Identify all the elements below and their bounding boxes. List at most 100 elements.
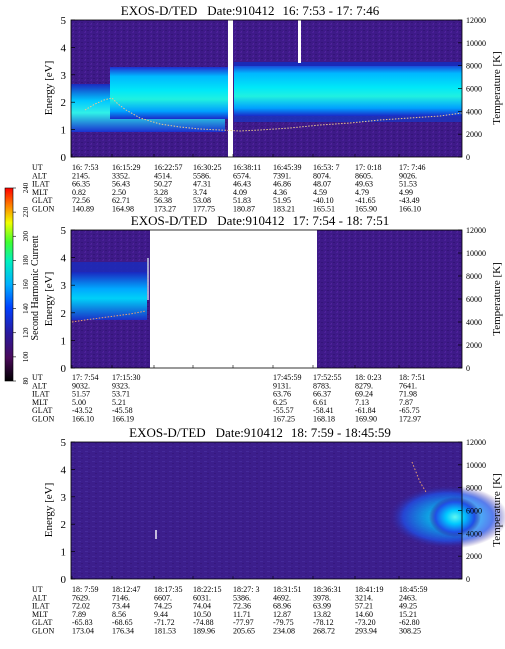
panel-3-table-cell: 4692.	[273, 593, 291, 602]
panel-3-row-label: MLT	[32, 610, 48, 619]
panel-2-table-cell: 63.76	[273, 390, 291, 399]
panel-2-table-cell: 8783.	[313, 381, 331, 390]
colorbar-tick-label: 100	[22, 351, 30, 362]
colorbar-tick-label: 240	[22, 182, 30, 193]
panel-1-table-cell: 66.35	[72, 180, 90, 189]
panel-3-table-cell: 18:45:59	[399, 585, 427, 594]
panel-1-table-cell: 16:45:39	[273, 163, 301, 172]
panel-3: EXOS-D/TED Date:910412 18: 7:59 - 18:45:59…	[32, 425, 505, 636]
panel-1-table-cell: 4.99	[399, 188, 413, 197]
panel-3-title: EXOS-D/TED Date:910412 18: 7:59 - 18:45:59	[129, 425, 391, 440]
panel-1-table-cell: 47.31	[193, 180, 211, 189]
panel-3-table-cell: 7629.	[72, 593, 90, 602]
panel-3-table-cell: 173.04	[72, 627, 94, 636]
panel-1-table-cell: 51.53	[399, 180, 417, 189]
panel-1-rtick-label: 12000	[466, 16, 486, 25]
panel-3-table-cell: 14.60	[355, 610, 373, 619]
panel-3-row-label: UT	[32, 585, 43, 594]
panel-2-rtick-label: 4000	[466, 318, 482, 327]
panel-2-table-cell: 166.19	[112, 415, 134, 424]
panel-1-table-cell: 177.75	[193, 205, 215, 214]
panel-3-table-cell: 3978.	[313, 593, 331, 602]
panel-3-table-cell: -74.88	[193, 618, 214, 627]
panel-1-table-cell: -41.65	[355, 196, 376, 205]
panel-3-table-cell: 57.21	[355, 602, 373, 611]
panel-2-table-cell: -58.41	[313, 406, 334, 415]
panel-3-orbit-table: UT 18: 7:59 18:12:47 18:17:35 18:22:15 18:27:…	[32, 585, 427, 636]
panel-2-ylabel: Energy [eV]	[43, 272, 55, 326]
panel-2-table-cell: -45.58	[112, 406, 133, 415]
panel-3-table-cell: 18:36:31	[313, 585, 341, 594]
panel-1-rtick-label: 10000	[466, 39, 486, 48]
panel-2-table-cell: 18: 7:51	[399, 373, 425, 382]
panel-2-ytick-label: 1	[61, 335, 67, 347]
panel-2-table-cell: 9131.	[273, 381, 291, 390]
panel-3-table-cell: 205.65	[233, 627, 255, 636]
panel-3-row-label: ILAT	[32, 602, 49, 611]
panel-1-table-cell: 3.28	[154, 188, 168, 197]
panel-3-table-cell: -73.20	[355, 618, 376, 627]
panel-3-ytick-label: 3	[61, 492, 67, 504]
panel-3-rtick-label: 12000	[466, 438, 486, 447]
panel-1-table-cell: 180.87	[233, 205, 255, 214]
panel-3-table-cell: 18:27: 3	[233, 585, 259, 594]
panel-1-table-cell: 16: 7:53	[72, 163, 98, 172]
panel-3-table-cell: 7.89	[72, 610, 86, 619]
panel-1-ytick-label: 5	[61, 15, 67, 27]
panel-2-row-label: MLT	[32, 398, 48, 407]
panel-2-table-cell: 7.87	[399, 398, 413, 407]
panel-1-table-cell: 16:38:11	[233, 163, 261, 172]
panel-3-table-cell: 2463.	[399, 593, 417, 602]
panel-3-table-cell: 11.71	[233, 610, 251, 619]
panel-1-table-cell: 140.89	[72, 205, 94, 214]
panel-3-table-cell: 68.96	[273, 602, 291, 611]
panel-1-table-cell: 49.63	[355, 180, 373, 189]
colorbar-label: Second Harmonic Current	[30, 235, 41, 340]
panel-1-title: EXOS-D/TED Date:910412 16: 7:53 - 17: 7:46	[121, 3, 380, 18]
panel-2-rtick-label: 0	[466, 364, 470, 373]
panel-1-orbit-table: UT 16: 7:53 16:15:29 16:22:57 16:30:25 16:38:…	[32, 163, 425, 214]
panel-1-table-cell: 2.50	[112, 188, 126, 197]
panel-2-table-cell: 5.00	[72, 398, 86, 407]
panel-3-rtick-label: 6000	[466, 507, 482, 516]
panel-3-table-cell: 73.44	[112, 602, 130, 611]
colorbar-tick-label: 220	[22, 206, 30, 217]
panel-2-band-upper	[71, 262, 147, 272]
panel-2-ytick-label: 5	[61, 225, 67, 237]
panel-1-ylabel-right: Temperature [K]	[491, 51, 503, 124]
panel-2-ytick-label: 3	[61, 280, 67, 292]
panel-2-table-cell: 6.61	[313, 398, 327, 407]
panel-2-ytick-label: 2	[61, 308, 67, 320]
panel-3-table-cell: -79.75	[273, 618, 294, 627]
panel-1-rtick-label: 4000	[466, 107, 482, 116]
colorbar: 80 100 120 140 160 180 200 220 240 Second Harmon…	[4, 182, 41, 385]
panel-1-ytick-label: 2	[61, 97, 67, 109]
panel-3-table-cell: -65.83	[72, 618, 93, 627]
panel-2-left-axis: 0 1 2 3 4 5	[61, 225, 400, 375]
panel-3-table-cell: 176.34	[112, 627, 134, 636]
panel-2-table-cell: 167.25	[273, 415, 295, 424]
colorbar-tick-label: 200	[22, 231, 30, 242]
panel-3-table-cell: 74.04	[193, 602, 211, 611]
panel-2-table-cell: 168.18	[313, 415, 335, 424]
panel-2-rtick-label: 12000	[466, 226, 486, 235]
panel-1-rtick-label: 6000	[466, 85, 482, 94]
panel-1-table-cell: -40.10	[313, 196, 334, 205]
panel-3-table-cell: 15.21	[399, 610, 417, 619]
panel-1-table-cell: 164.98	[112, 205, 134, 214]
panel-3-table-cell: -62.80	[399, 618, 420, 627]
panel-3-ytick-label: 2	[61, 519, 67, 531]
panel-2-table-cell: 7.13	[355, 398, 369, 407]
panel-3-table-cell: 13.82	[313, 610, 331, 619]
panel-3-table-cell: 72.36	[233, 602, 251, 611]
panel-2-title: EXOS-D/TED Date:910412 17: 7:54 - 18: 7:51	[131, 213, 389, 228]
panel-1-table-cell: 4.36	[273, 188, 287, 197]
panel-3-row-label: ALT	[32, 593, 47, 602]
panel-1-table-cell: 166.10	[399, 205, 421, 214]
panel-3-row-label: GLAT	[32, 618, 53, 627]
panel-2-table-cell: 17:45:59	[273, 373, 301, 382]
panel-3-table-cell: 9.44	[154, 610, 168, 619]
panel-2-rtick-label: 8000	[466, 272, 482, 281]
panel-1-rtick-label: 0	[466, 153, 470, 162]
panel-1-data-gap-1	[228, 20, 233, 157]
